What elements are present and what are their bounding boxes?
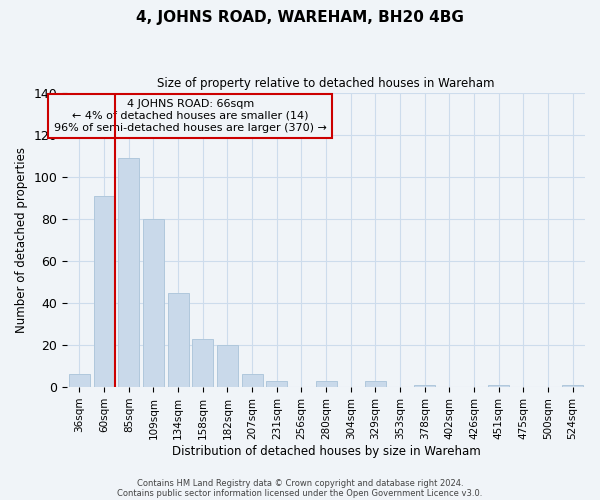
Bar xyxy=(562,385,583,387)
Y-axis label: Number of detached properties: Number of detached properties xyxy=(15,147,28,333)
Bar xyxy=(316,381,337,387)
Bar xyxy=(192,339,213,387)
Title: Size of property relative to detached houses in Wareham: Size of property relative to detached ho… xyxy=(157,78,495,90)
Bar xyxy=(118,158,139,387)
Text: Contains public sector information licensed under the Open Government Licence v3: Contains public sector information licen… xyxy=(118,488,482,498)
Bar xyxy=(242,374,263,387)
Bar xyxy=(69,374,90,387)
Bar xyxy=(365,381,386,387)
Bar xyxy=(414,385,435,387)
Bar xyxy=(143,219,164,387)
Bar xyxy=(488,385,509,387)
Bar xyxy=(217,345,238,387)
Text: 4 JOHNS ROAD: 66sqm
← 4% of detached houses are smaller (14)
96% of semi-detache: 4 JOHNS ROAD: 66sqm ← 4% of detached hou… xyxy=(54,100,327,132)
Bar xyxy=(266,381,287,387)
Bar xyxy=(94,196,115,387)
Bar xyxy=(167,292,188,387)
Text: Contains HM Land Registry data © Crown copyright and database right 2024.: Contains HM Land Registry data © Crown c… xyxy=(137,478,463,488)
Text: 4, JOHNS ROAD, WAREHAM, BH20 4BG: 4, JOHNS ROAD, WAREHAM, BH20 4BG xyxy=(136,10,464,25)
X-axis label: Distribution of detached houses by size in Wareham: Distribution of detached houses by size … xyxy=(172,444,481,458)
